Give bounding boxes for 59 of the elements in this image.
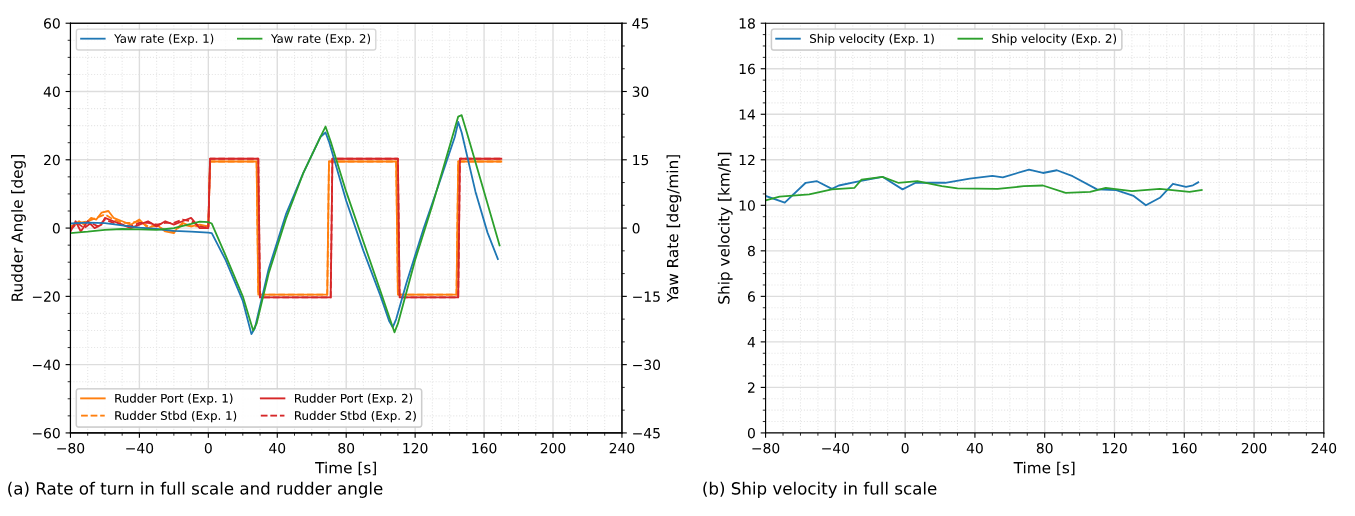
y-tick-label: −40 [32,359,60,371]
x-tick-label: −80 [57,442,85,454]
y-tick-label: 0 [52,223,60,234]
y-tick-label: −20 [32,291,60,302]
legend-label: Rudder Stbd (Exp. 1) [115,410,237,423]
line-series [765,168,1200,207]
y-tick-label: 8 [747,245,755,257]
legend-label: Ship velocity (Exp. 2) [992,33,1117,46]
x-tick-label: −80 [752,442,780,454]
x-tick-label: −40 [126,442,154,454]
y2-axis-title: Yaw Rate [deg/min] [666,155,682,303]
line-series [765,175,1203,202]
y-tick-label: 18 [739,18,755,29]
x-tick-label: −40 [822,442,850,454]
legend-label: Yaw rate (Exp. 1) [114,33,214,46]
y-tick-label: 16 [739,63,755,75]
y2-tick-label: 15 [633,154,649,166]
legend-label: Rudder Port (Exp. 2) [295,393,413,405]
x-tick-label: 80 [1036,442,1053,454]
x-tick-label: 120 [403,442,428,454]
x-tick-label: 200 [540,442,566,454]
y-tick-label: 20 [44,154,60,166]
y-tick-label: 2 [748,382,755,393]
y-tick-label: 0 [747,427,755,439]
x-tick-label: 160 [1172,442,1197,454]
legend-label: Ship velocity (Exp. 1) [810,33,934,46]
legend-label: Rudder Stbd (Exp. 2) [295,410,416,423]
x-tick-label: 240 [1311,442,1337,454]
x-tick-label: 40 [269,442,286,454]
legend-label: Yaw rate (Exp. 2) [270,33,371,46]
y-tick-label: 6 [747,291,755,302]
y-tick-label: 14 [739,109,756,120]
y-tick-label: 4 [747,337,756,348]
y2-tick-label: 30 [632,86,649,97]
y-tick-label: 10 [739,200,755,211]
y-axis-title: Ship velocity [km/h] [717,152,733,304]
y2-tick-label: −45 [633,428,660,439]
x-tick-label: 80 [338,442,355,454]
y2-tick-label: −30 [633,359,661,371]
y-axis-title: Rudder Angle [deg] [11,155,26,301]
text: (b) Ship velocity in full scale [703,481,937,498]
x-tick-label: 160 [472,442,497,454]
x-tick-label: 0 [901,442,909,454]
y2-tick-label: −15 [633,291,660,302]
y-tick-label: 40 [43,86,60,97]
y2-tick-label: 45 [632,18,649,29]
x-tick-label: 40 [966,442,983,454]
y2-tick-label: 0 [632,223,640,234]
x-axis-title: Time [s] [1013,461,1075,476]
y-tick-label: 60 [44,18,60,29]
legend-label: Rudder Port (Exp. 1) [115,393,233,405]
x-tick-label: 0 [204,442,212,454]
text: (a) Rate of turn in full scale and rudder angle [8,481,383,498]
y-tick-label: −60 [32,427,60,439]
x-tick-label: 200 [1241,442,1267,454]
y-tick-label: 12 [739,154,755,166]
x-axis-title: Time [s] [315,461,376,476]
x-tick-label: 120 [1102,442,1127,454]
x-tick-label: 240 [609,442,635,454]
